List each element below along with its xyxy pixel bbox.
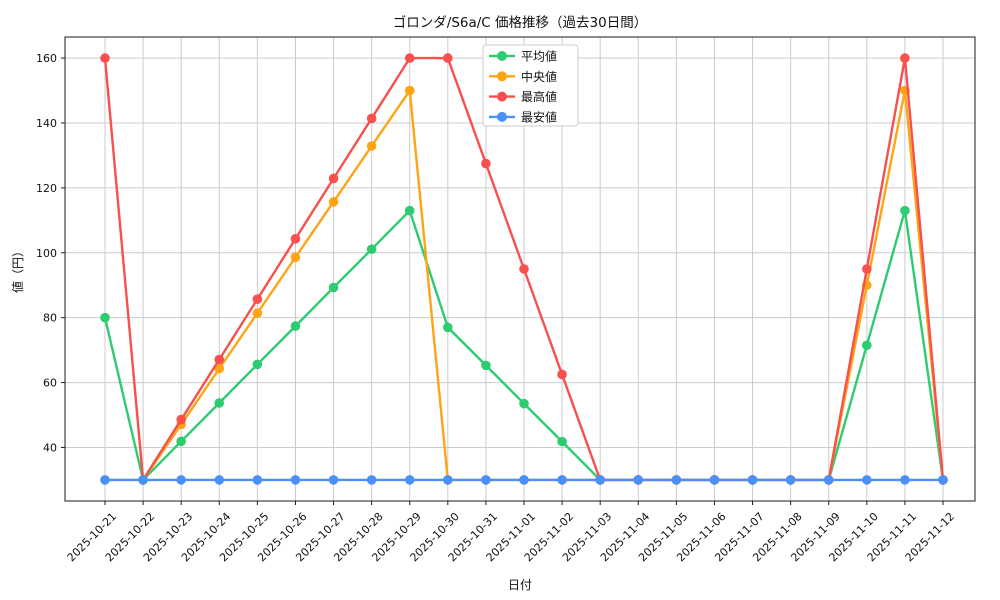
data-point-max	[443, 53, 453, 63]
data-point-max	[100, 53, 110, 63]
data-point-max	[176, 414, 186, 425]
data-point-median	[404, 85, 415, 96]
data-point-average	[404, 205, 415, 216]
y-axis-label: 値（円）	[10, 245, 25, 293]
data-point-median	[214, 363, 225, 374]
data-point-max	[557, 369, 567, 380]
data-point-average	[328, 282, 339, 293]
data-point-min	[366, 475, 377, 485]
legend-item-average: 平均値	[489, 49, 557, 64]
data-point-average	[862, 340, 872, 351]
y-tick-label: 60	[43, 377, 57, 390]
data-point-average	[252, 359, 263, 370]
legend-label-min: 最安値	[521, 109, 557, 124]
y-tick-label: 80	[43, 312, 57, 325]
data-point-average	[214, 398, 225, 408]
legend-label-median: 中央値	[521, 69, 557, 84]
data-point-min	[404, 475, 415, 485]
y-tick-label: 120	[36, 182, 57, 195]
data-point-min	[481, 475, 491, 485]
legend-item-min: 最安値	[489, 109, 557, 124]
axis-ticks	[61, 57, 944, 505]
data-point-min	[709, 475, 720, 485]
data-point-max	[481, 158, 491, 169]
data-point-min	[595, 475, 605, 485]
legend-label-average: 平均値	[521, 49, 557, 64]
legend-marker-median	[497, 71, 507, 82]
data-point-min	[138, 475, 148, 485]
data-point-min	[290, 475, 301, 485]
data-point-min	[214, 475, 225, 485]
data-point-average	[900, 205, 910, 216]
data-point-max	[214, 354, 225, 365]
data-point-max	[252, 294, 263, 304]
plot-border	[64, 36, 976, 502]
data-point-min	[823, 475, 834, 485]
data-point-min	[519, 475, 529, 485]
x-axis-label: 日付	[508, 578, 532, 592]
data-point-min	[633, 475, 644, 485]
data-point-max	[900, 53, 910, 63]
data-point-average	[519, 398, 529, 409]
chart-title: ゴロンダ/S6a/C 価格推移（過去30日間）	[393, 14, 647, 31]
data-point-min	[900, 475, 910, 485]
data-point-average	[366, 244, 377, 255]
data-point-average	[100, 312, 110, 323]
legend-box	[482, 44, 579, 127]
data-point-min	[100, 475, 110, 485]
data-point-max	[404, 53, 415, 63]
legend-label-max: 最高値	[521, 89, 557, 104]
data-point-min	[443, 475, 453, 485]
data-point-min	[747, 475, 758, 485]
data-point-min	[252, 475, 263, 485]
data-point-min	[671, 475, 682, 485]
data-point-max	[290, 234, 301, 244]
data-point-min	[938, 475, 948, 485]
data-point-max	[862, 264, 872, 274]
legend-marker-min	[497, 111, 507, 122]
data-point-median	[252, 308, 263, 318]
data-point-average	[443, 322, 453, 333]
data-point-median	[328, 197, 339, 207]
data-point-min	[785, 475, 796, 485]
y-tick-labels: 40 60 80 100 120 140 160	[36, 52, 57, 454]
data-point-median	[290, 252, 301, 263]
data-point-min	[176, 475, 186, 485]
data-point-average	[557, 436, 567, 447]
data-point-average	[176, 436, 186, 447]
data-point-max	[519, 264, 529, 274]
legend-item-max: 最高値	[489, 89, 557, 104]
y-tick-label: 100	[36, 247, 57, 260]
y-tick-label: 140	[36, 117, 57, 130]
data-point-max	[328, 173, 339, 184]
series-min-points	[100, 475, 948, 485]
y-tick-label: 160	[36, 52, 57, 65]
data-point-max	[366, 113, 377, 124]
legend-marker-average	[497, 51, 507, 61]
data-point-average	[290, 321, 301, 331]
legend-item-median: 中央値	[489, 69, 557, 84]
legend-marker-max	[497, 91, 507, 102]
data-point-median	[366, 141, 377, 151]
data-point-min	[328, 475, 339, 485]
y-tick-label: 40	[43, 441, 57, 454]
data-point-min	[862, 475, 872, 485]
x-tick-labels: 2025-10-212025-10-222025-10-232025-10-24…	[65, 510, 957, 564]
data-point-min	[557, 475, 567, 485]
data-point-average	[481, 360, 491, 371]
